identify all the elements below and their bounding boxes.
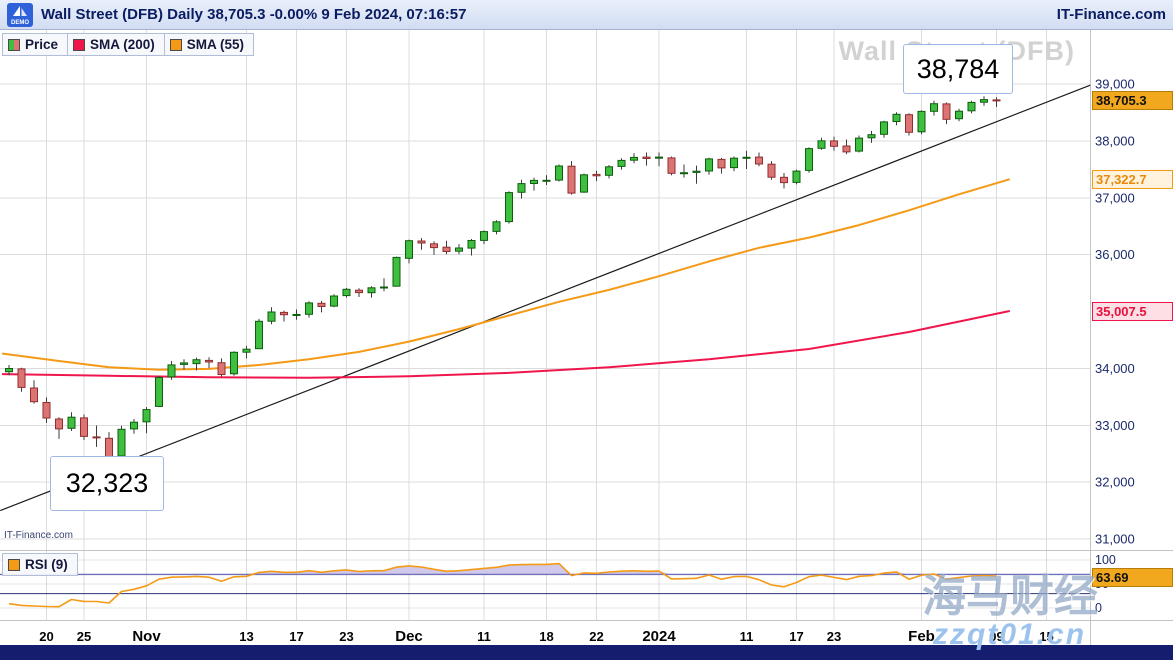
bottom-bar <box>0 645 1173 660</box>
site-watermark-cn: 海马财经 <box>922 572 1098 621</box>
svg-text:23: 23 <box>339 629 353 644</box>
svg-text:32,000: 32,000 <box>1095 475 1135 490</box>
sma200-swatch-icon <box>73 38 86 51</box>
price-legend-label: Price <box>25 37 59 52</box>
svg-text:38,000: 38,000 <box>1095 133 1135 148</box>
demo-logo-text: DEMO <box>11 20 29 26</box>
site-watermark-url: zzqt01.cn <box>933 618 1087 651</box>
high-annotation[interactable]: 38,784 <box>903 44 1013 94</box>
svg-text:Dec: Dec <box>395 628 423 645</box>
low-annotation[interactable]: 32,323 <box>50 456 164 511</box>
sma200-legend-label: SMA (200) <box>90 37 155 52</box>
legend-item-rsi[interactable]: RSI (9) <box>2 553 78 576</box>
svg-text:18: 18 <box>539 629 553 644</box>
title-bar: DEMO Wall Street (DFB) Daily 38,705.3 -0… <box>0 0 1173 30</box>
date-axis-labels[interactable]: 20 25 Nov 13 17 23 Dec 11 18 22 2024 11 17 23 Feb 09 15 <box>39 628 1053 645</box>
sma55-swatch-icon <box>169 38 182 51</box>
svg-text:36,000: 36,000 <box>1095 247 1135 262</box>
svg-text:13: 13 <box>239 629 253 644</box>
rsi-value-label: 63.69 <box>1092 567 1173 587</box>
legend-item-sma55[interactable]: SMA (55) <box>164 33 255 56</box>
legend-item-sma200[interactable]: SMA (200) <box>68 33 165 56</box>
svg-text:37,000: 37,000 <box>1095 190 1135 205</box>
svg-text:17: 17 <box>289 629 303 644</box>
svg-text:31,000: 31,000 <box>1095 532 1135 547</box>
trendline[interactable] <box>0 84 1091 512</box>
rsi-legend: RSI (9) <box>2 553 78 576</box>
svg-text:23: 23 <box>827 629 841 644</box>
svg-text:25: 25 <box>77 629 91 644</box>
svg-text:Feb: Feb <box>908 628 935 645</box>
rsi-line <box>8 562 997 608</box>
svg-text:22: 22 <box>589 629 603 644</box>
legend-item-price[interactable]: Price <box>2 33 69 56</box>
rsi-swatch-icon <box>8 558 20 571</box>
gridlines <box>0 30 1173 645</box>
svg-text:34,000: 34,000 <box>1095 361 1135 376</box>
svg-text:11: 11 <box>740 629 754 644</box>
rsi-legend-label: RSI (9) <box>25 557 68 572</box>
sma55-legend-label: SMA (55) <box>186 37 245 52</box>
svg-text:11: 11 <box>477 629 491 644</box>
demo-logo[interactable]: DEMO <box>7 2 33 27</box>
svg-text:15: 15 <box>1039 629 1053 644</box>
itfinance-watermark: IT-Finance.com <box>4 530 73 541</box>
sma55-price-label: 37,322.7 <box>1092 169 1173 189</box>
price-axis-labels[interactable]: 39,000 38,000 37,000 36,000 34,000 33,000 32,0… <box>1095 77 1135 616</box>
svg-text:33,000: 33,000 <box>1095 418 1135 433</box>
sma200-line[interactable] <box>1 310 1010 379</box>
sma200-price-label: 35,007.5 <box>1092 301 1173 321</box>
brand-link[interactable]: IT-Finance.com <box>1056 6 1166 23</box>
rsi-panel[interactable] <box>0 562 1090 608</box>
svg-text:0: 0 <box>1095 601 1102 615</box>
svg-text:100: 100 <box>1095 553 1116 567</box>
price-legend: Price SMA (200) SMA (55) <box>2 33 255 56</box>
svg-text:2024: 2024 <box>642 628 676 645</box>
sma55-line[interactable] <box>1 178 1010 371</box>
svg-text:09: 09 <box>989 629 1003 644</box>
svg-text:Nov: Nov <box>132 628 161 645</box>
price-swatch-icon <box>8 38 20 51</box>
rsi-overbought-fill <box>9 563 997 575</box>
svg-text:17: 17 <box>789 629 803 644</box>
last-price-label: 38,705.3 <box>1092 91 1173 111</box>
svg-text:20: 20 <box>39 629 53 644</box>
candles[interactable] <box>5 96 1001 464</box>
chart-title: Wall Street (DFB) Daily 38,705.3 -0.00% … <box>41 6 467 23</box>
svg-text:39,000: 39,000 <box>1095 77 1135 92</box>
